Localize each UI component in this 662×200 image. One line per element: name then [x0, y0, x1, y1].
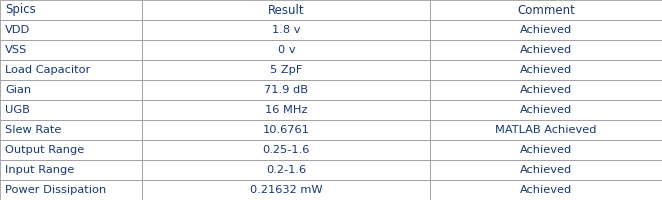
Text: 5 ZpF: 5 ZpF: [270, 65, 303, 75]
Bar: [430, 60, 662, 80]
Bar: [0, 180, 142, 200]
Bar: [0, 60, 142, 80]
Text: 0 v: 0 v: [277, 45, 295, 55]
Bar: [430, 0, 662, 20]
Text: Power Dissipation: Power Dissipation: [5, 185, 107, 195]
Bar: [0, 160, 142, 180]
Text: 0.2-1.6: 0.2-1.6: [266, 165, 307, 175]
Text: Spics: Spics: [5, 3, 36, 17]
Text: Result: Result: [268, 3, 305, 17]
Text: 71.9 dB: 71.9 dB: [264, 85, 308, 95]
Text: Achieved: Achieved: [520, 45, 572, 55]
Text: 0.25-1.6: 0.25-1.6: [263, 145, 310, 155]
Bar: [142, 0, 430, 20]
Text: Load Capacitor: Load Capacitor: [5, 65, 91, 75]
Bar: [0, 120, 142, 140]
Text: UGB: UGB: [5, 105, 30, 115]
Text: 10.6761: 10.6761: [263, 125, 310, 135]
Text: 1.8 v: 1.8 v: [272, 25, 301, 35]
Bar: [0, 100, 142, 120]
Bar: [142, 140, 430, 160]
Text: Slew Rate: Slew Rate: [5, 125, 62, 135]
Text: VSS: VSS: [5, 45, 28, 55]
Bar: [430, 180, 662, 200]
Text: 16 MHz: 16 MHz: [265, 105, 308, 115]
Bar: [430, 100, 662, 120]
Bar: [0, 80, 142, 100]
Bar: [142, 100, 430, 120]
Bar: [142, 180, 430, 200]
Text: Input Range: Input Range: [5, 165, 75, 175]
Bar: [142, 120, 430, 140]
Text: Comment: Comment: [517, 3, 575, 17]
Bar: [430, 20, 662, 40]
Bar: [0, 20, 142, 40]
Text: Achieved: Achieved: [520, 145, 572, 155]
Bar: [142, 40, 430, 60]
Bar: [0, 140, 142, 160]
Text: Achieved: Achieved: [520, 105, 572, 115]
Text: MATLAB Achieved: MATLAB Achieved: [495, 125, 597, 135]
Bar: [142, 80, 430, 100]
Text: 0.21632 mW: 0.21632 mW: [250, 185, 322, 195]
Bar: [142, 160, 430, 180]
Bar: [0, 0, 142, 20]
Text: Output Range: Output Range: [5, 145, 85, 155]
Text: VDD: VDD: [5, 25, 30, 35]
Bar: [430, 80, 662, 100]
Text: Achieved: Achieved: [520, 25, 572, 35]
Text: Achieved: Achieved: [520, 185, 572, 195]
Bar: [430, 140, 662, 160]
Bar: [0, 40, 142, 60]
Bar: [430, 160, 662, 180]
Bar: [430, 40, 662, 60]
Bar: [430, 120, 662, 140]
Text: Achieved: Achieved: [520, 165, 572, 175]
Bar: [142, 60, 430, 80]
Text: Achieved: Achieved: [520, 65, 572, 75]
Text: Gian: Gian: [5, 85, 31, 95]
Text: Achieved: Achieved: [520, 85, 572, 95]
Bar: [142, 20, 430, 40]
